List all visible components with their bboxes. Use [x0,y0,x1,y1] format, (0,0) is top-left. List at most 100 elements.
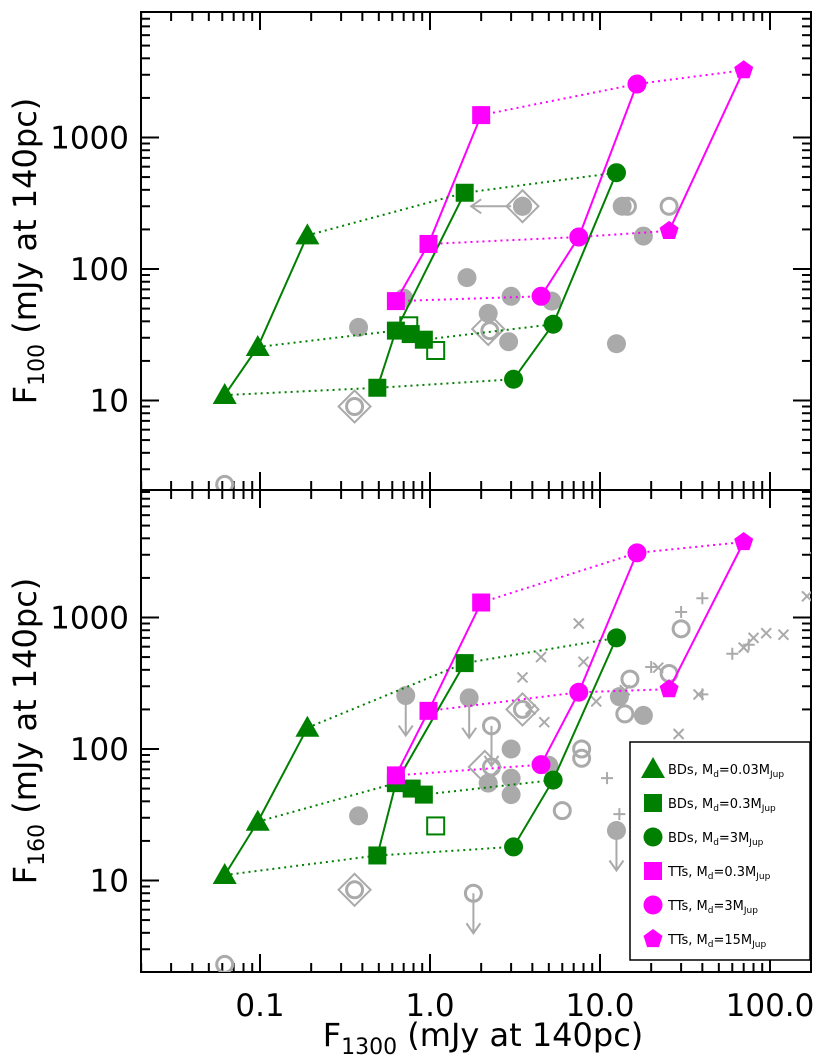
data-point [478,773,498,793]
observations-open-circle [215,196,679,490]
model-line-solid [540,83,638,297]
data-point [349,317,369,337]
model-line-solid [376,192,466,389]
data-point [760,627,772,639]
series-tts-md-15mjup [659,532,754,698]
bottom-axes-frame [140,489,812,973]
y-tick-label: 100 [70,732,129,768]
data-point [538,716,550,728]
data-point [472,106,491,125]
y-tick-label: 100 [70,252,129,288]
model-line-dotted [257,779,554,823]
series-bds-md-3mjup [504,628,626,857]
data-point [499,332,519,352]
data-point [816,567,826,577]
data-point [801,590,811,602]
data-point [552,801,572,821]
data-point [645,661,658,674]
data-point [455,654,474,673]
model-line-dotted [395,295,542,303]
data-point [295,715,320,737]
data-point [337,872,372,908]
observations-plus [601,551,811,821]
data-point [501,768,521,788]
data-point [419,234,438,253]
data-point [472,593,491,612]
data-point [524,703,537,716]
model-line-solid [223,727,309,876]
data-point [505,188,540,224]
data-point [543,314,563,334]
data-point [659,220,679,239]
data-point [349,806,369,826]
bottom-panel: 10 100 1000 0.1 1.0 10.0 100.0 F160 (mJy at 140… [6,489,826,1060]
data-point [606,334,626,354]
observations-cross-x [516,567,826,740]
data-point [627,74,647,94]
data-point [696,688,709,701]
model-line-solid [668,69,745,232]
series-tts-md-0-3mjup [386,106,491,311]
data-point [620,669,640,689]
legend-label: TTs, Md=15MJup [667,933,766,950]
data-point [461,697,477,740]
data-point [368,378,387,397]
data-point [742,638,755,651]
legend-label: BDs, Md=0.3MJup [668,797,776,814]
data-point [345,397,365,417]
data-point [215,954,235,972]
data-point [501,739,521,759]
data-point [613,808,626,821]
series-tts-md-3mjup [531,74,647,306]
data-point [469,198,512,215]
series-tts-md-15mjup [659,60,754,239]
observations-arrow-down [397,695,625,935]
legend-label: TTs, Md=3MJup [667,899,758,916]
model-line-dotted [307,636,617,729]
data-point [543,770,563,790]
data-point [577,656,590,668]
model-line-dotted [307,171,617,237]
data-point [608,830,625,873]
model-line-dotted [481,69,744,117]
observations-open-circle [215,619,691,972]
bottom-y-axis-label: F160 (mJy at 140pc) [6,578,50,885]
data-point [512,699,532,719]
series-tts-md-3mjup [531,543,647,775]
y-tick-label: 10 [90,384,129,420]
data-point [652,662,664,674]
data-point [535,651,547,663]
data-point [397,695,414,738]
data-point [777,628,790,641]
y-tick-label: 10 [90,864,129,900]
top-y-axis-label: F100 (mJy at 140pc) [6,98,50,405]
data-point [386,321,405,340]
data-point [633,226,653,246]
data-point [337,389,372,424]
data-point [531,755,551,775]
data-point [368,846,387,865]
data-point [212,863,237,885]
data-point [531,286,551,306]
legend-marker [644,794,662,812]
data-point [426,341,446,361]
series-bds-md-0-03mjup [212,223,320,405]
data-point [612,196,632,216]
data-point [627,543,647,563]
data-point [617,196,637,216]
legend-label: TTs, Md=0.3MJup [667,865,771,882]
model-line-solid [512,637,618,848]
data-point [345,880,365,900]
data-point [295,223,320,245]
data-point [734,532,754,551]
data-point [572,739,592,759]
legend-label: BDs, Md=0.03MJup [668,763,784,780]
data-point [455,183,474,202]
top-y-ticks [141,11,811,471]
bottom-plot-area [212,532,826,972]
data-point [483,725,500,768]
data-point [659,679,679,698]
data-point [747,632,760,644]
y-tick-label: 1000 [50,601,129,637]
